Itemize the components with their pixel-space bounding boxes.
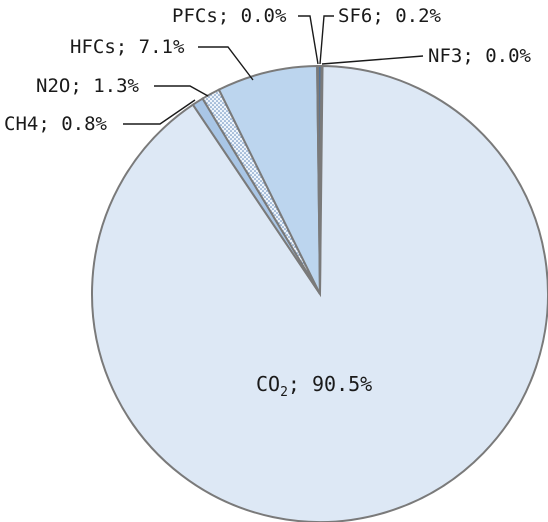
pie-slice-co2 xyxy=(91,64,548,522)
leader-line-sf6 xyxy=(319,15,334,65)
data-label-hfcs: HFCs; 7.1% xyxy=(70,36,185,58)
slices-layer xyxy=(91,64,548,522)
leader-line-nf3 xyxy=(321,55,424,65)
leader-line-hfcs xyxy=(198,46,254,81)
data-label-ch4: CH4; 0.8% xyxy=(4,113,108,135)
data-label-nf3: NF3; 0.0% xyxy=(428,45,532,67)
pie-slice-hfcs xyxy=(217,65,321,295)
data-label-sf6: SF6; 0.2% xyxy=(338,5,442,27)
data-label-pfcs: PFCs; 0.0% xyxy=(172,5,287,27)
co2-label-value: ; 90.5% xyxy=(288,372,372,396)
co2-label-subscript: 2 xyxy=(280,385,288,400)
co2-label-main: CO xyxy=(256,372,280,396)
leader-lines xyxy=(123,15,424,125)
data-label-co2: CO2; 90.5% xyxy=(256,372,372,400)
leader-line-n2o xyxy=(154,85,209,97)
leader-line-ch4 xyxy=(123,99,196,125)
data-label-n2o: N2O; 1.3% xyxy=(36,75,140,97)
pie-slice-nf3 xyxy=(319,64,324,295)
leader-line-pfcs xyxy=(298,15,319,65)
data-labels: PFCs; 0.0% SF6; 0.2% NF3; 0.0% HFCs; 7.1… xyxy=(4,5,532,400)
